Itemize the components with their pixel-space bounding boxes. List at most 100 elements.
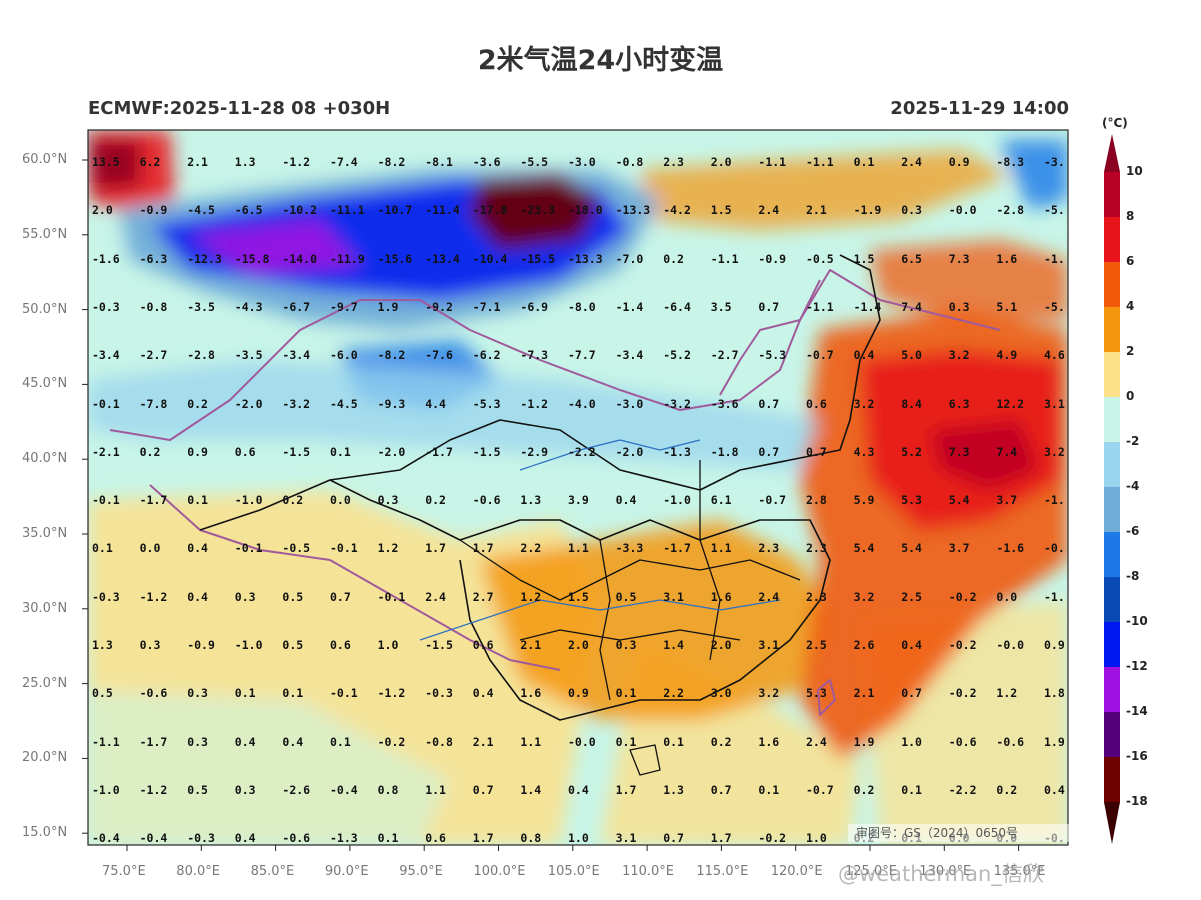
grid-value: 2.3 [758,541,780,556]
grid-value: -1. [1044,589,1065,604]
grid-value: 0.7 [710,782,732,797]
longitude-label: 135.0°E [993,864,1046,879]
grid-value: -0.2 [948,589,977,604]
grid-value: -3.6 [472,155,501,169]
colorbar-swatch [1104,577,1120,623]
grid-value: 5.3 [901,493,922,508]
grid-value: -1.7 [663,541,691,556]
colorbar [1104,134,1120,844]
colorbar-tick-label: 2 [1126,344,1135,358]
grid-value: 3.7 [996,493,1018,508]
grid-value: 0.7 [758,396,780,411]
grid-value: -0.5 [282,541,311,556]
grid-value: -1.1 [92,734,120,749]
grid-value: -7.8 [139,396,168,411]
grid-value: -0.9 [758,251,787,266]
grid-value: -0.2 [948,686,977,701]
grid-value: 5.4 [853,541,875,556]
grid-value: 0.8 [377,782,399,797]
grid-value: 1.6 [996,251,1018,266]
grid-value: 5.0 [901,348,922,363]
grid-value: -6.0 [330,348,358,363]
grid-value: 2.4 [758,203,780,218]
grid-value: 4.3 [853,444,875,459]
grid-value: -6.4 [663,299,691,314]
grid-value: -1.1 [806,299,834,314]
colorbar-swatch [1104,712,1120,758]
colorbar-unit: (°C) [1102,116,1128,130]
latitude-label: 35.0°N [22,526,68,541]
grid-value: -10.2 [282,203,318,218]
grid-value: 1.3 [520,493,542,508]
grid-value: 0.3 [139,638,161,652]
colorbar-swatch [1104,487,1120,533]
grid-value: -1.2 [139,782,168,797]
grid-value: -3.6 [710,396,739,411]
grid-value: -3.4 [92,348,120,363]
grid-value: 2.6 [853,638,875,652]
grid-value: 2.2 [520,541,542,556]
grid-value: -0.1 [330,686,358,701]
grid-value: 3.2 [853,589,875,604]
grid-value: -1.3 [663,444,691,459]
grid-value: -1. [1044,251,1065,266]
grid-value: -2.7 [139,348,168,363]
grid-value: 1.0 [377,638,399,652]
grid-value: 0.9 [948,155,970,169]
grid-value: -3.5 [187,299,215,314]
grid-value: 7.3 [948,251,970,266]
grid-value: -2.0 [377,444,406,459]
grid-value: 1.7 [472,831,494,846]
grid-value: -1.6 [92,251,120,266]
grid-value: -0.1 [234,541,263,556]
colorbar-tick-label: -14 [1126,704,1148,718]
latitude-label: 40.0°N [22,451,68,467]
grid-value: 2.1 [472,734,494,749]
grid-value: -1.7 [139,493,168,508]
grid-value: -0.1 [377,589,406,604]
colorbar-tick-label: -16 [1126,749,1148,763]
grid-value: -2.8 [187,348,215,363]
grid-value: -5.5 [520,155,549,169]
colorbar-swatch [1104,172,1120,218]
colorbar-swatch [1104,622,1120,668]
colorbar-bottom-arrow [1104,802,1120,844]
grid-value: 0.1 [377,831,399,846]
longitude-label: 75.0°E [102,864,146,879]
grid-value: -3.0 [615,396,644,411]
grid-value: -15.5 [520,251,556,266]
grid-value: 1.2 [520,589,542,604]
grid-value: 1.8 [1044,686,1065,701]
grid-value: 0.1 [92,541,113,556]
longitude-label: 85.0°E [250,864,295,879]
model-run-label: ECMWF:2025-11-28 08 +030H [88,98,391,119]
grid-value: 0.5 [187,782,208,797]
longitude-label: 130.0°E [919,864,972,879]
grid-value: 0.1 [282,686,304,701]
grid-value: -14.0 [282,251,318,266]
grid-value: -3.4 [615,348,644,363]
valid-time-label: 2025-11-29 14:00 [890,98,1069,119]
grid-value: -9.7 [330,299,358,314]
grid-value: -10.4 [472,251,508,266]
grid-value: 1.5 [710,203,732,218]
grid-value: -6.9 [520,299,549,314]
colorbar-tick-label: -8 [1126,569,1140,583]
grid-value: 1.1 [568,541,589,556]
grid-value: -1.6 [996,541,1025,556]
grid-value: 7.4 [996,444,1018,459]
longitude-label: 110.0°E [622,864,675,879]
grid-value: 8.4 [901,396,922,411]
grid-value: -1.1 [758,155,787,169]
grid-value: 7.4 [901,299,922,314]
latitude-label: 60.0°N [22,152,68,167]
grid-value: 0.5 [92,686,113,701]
grid-value: 2.3 [663,155,684,169]
grid-value: 0.3 [901,203,922,218]
grid-value: -7.0 [615,251,644,266]
grid-value: -7.1 [472,299,501,314]
grid-value: 2.3 [806,589,827,604]
grid-value: 0.1 [187,493,208,508]
colorbar-swatch [1104,262,1120,308]
grid-value: 3.0 [710,686,732,701]
